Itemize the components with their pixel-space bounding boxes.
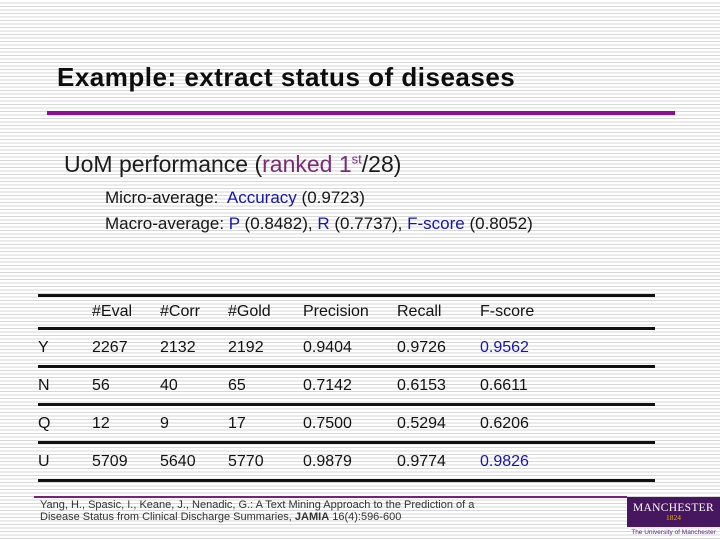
table-row: N 56 40 65 0.7142 0.6153 0.6611 xyxy=(38,366,655,405)
header-eval: #Eval xyxy=(92,303,133,320)
header-gold: #Gold xyxy=(228,303,271,320)
manchester-logo: MANCHESTER 1824 The University of Manche… xyxy=(627,497,720,536)
citation: Yang, H., Spasic, I., Keane, J., Nenadic… xyxy=(40,499,620,523)
cell-corr: 2132 xyxy=(160,338,196,356)
macro-fscore-value: (0.8052) xyxy=(464,214,533,233)
manchester-logo-wordmark: MANCHESTER xyxy=(633,502,714,514)
manchester-logo-caption: The University of Manchester xyxy=(631,529,716,536)
table-row: Y 2267 2132 2192 0.9404 0.9726 0.9562 xyxy=(38,328,655,367)
manchester-logo-box: MANCHESTER 1824 xyxy=(627,497,720,527)
micro-average-metric: Accuracy xyxy=(226,188,297,207)
row-label: U xyxy=(38,452,50,470)
cell-fscore: 0.9826 xyxy=(480,452,529,470)
cell-fscore: 0.6611 xyxy=(480,376,528,394)
table-row: Q 12 9 17 0.7500 0.5294 0.6206 xyxy=(38,404,655,443)
performance-rank-highlight: ranked 1 xyxy=(262,151,352,177)
macro-fscore-metric: F-score xyxy=(407,214,465,233)
header-blank xyxy=(38,296,92,329)
cell-fscore: 0.6206 xyxy=(480,414,529,432)
macro-precision-metric: P xyxy=(228,214,240,233)
micro-average-line: Micro-average: Accuracy (0.9723) xyxy=(105,188,365,208)
micro-average-label: Micro-average: xyxy=(105,188,227,207)
cell-precision: 0.7500 xyxy=(303,414,352,432)
performance-suffix: /28) xyxy=(361,151,402,177)
macro-recall-value: (0.7737), xyxy=(329,214,408,233)
results-table: #Eval #Corr #Gold Precision Recall F-sco… xyxy=(38,294,655,482)
cell-eval: 56 xyxy=(92,376,110,394)
citation-line2-prefix: Disease Status from Clinical Discharge S… xyxy=(40,510,295,523)
citation-journal: JAMIA xyxy=(294,510,330,523)
cell-recall: 0.6153 xyxy=(397,376,446,394)
header-corr: #Corr xyxy=(160,303,201,320)
macro-average-label: Macro-average: xyxy=(105,214,229,233)
footer-rule xyxy=(34,496,627,498)
cell-corr: 5640 xyxy=(160,452,196,470)
cell-corr: 9 xyxy=(160,414,169,432)
macro-recall-metric: R xyxy=(317,214,330,233)
macro-average-line: Macro-average: P (0.8482), R (0.7737), F… xyxy=(105,214,533,234)
table-row: U 5709 5640 5770 0.9879 0.9774 0.9826 xyxy=(38,442,655,481)
macro-precision-value: (0.8482), xyxy=(239,214,318,233)
cell-fscore: 0.9562 xyxy=(480,338,529,356)
cell-gold: 65 xyxy=(228,376,246,394)
cell-gold: 2192 xyxy=(228,338,264,356)
cell-precision: 0.9404 xyxy=(303,338,352,356)
row-label: Y xyxy=(38,338,49,356)
cell-recall: 0.9774 xyxy=(397,452,446,470)
cell-gold: 5770 xyxy=(228,452,264,470)
table-header-row: #Eval #Corr #Gold Precision Recall F-sco… xyxy=(38,296,655,329)
cell-recall: 0.9726 xyxy=(397,338,446,356)
header-precision: Precision xyxy=(303,303,369,320)
cell-gold: 17 xyxy=(228,414,246,432)
page-title: Example: extract status of diseases xyxy=(57,62,516,92)
title-underline-rule xyxy=(47,111,675,115)
citation-line1: Yang, H., Spasic, I., Keane, J., Nenadic… xyxy=(40,499,475,511)
performance-line: UoM performance (ranked 1st/28) xyxy=(64,151,401,178)
row-label: Q xyxy=(38,414,51,432)
cell-precision: 0.9879 xyxy=(303,452,352,470)
performance-rank-ordinal: st xyxy=(351,151,362,167)
cell-corr: 40 xyxy=(160,376,178,394)
citation-line2-suffix: 16(4):596-600 xyxy=(329,510,402,523)
cell-recall: 0.5294 xyxy=(397,414,446,432)
performance-prefix: UoM performance ( xyxy=(64,151,263,177)
cell-eval: 2267 xyxy=(92,338,128,356)
cell-precision: 0.7142 xyxy=(303,376,352,394)
cell-eval: 5709 xyxy=(92,452,128,470)
row-label: N xyxy=(38,376,50,394)
cell-eval: 12 xyxy=(92,414,110,432)
header-recall: Recall xyxy=(397,303,442,320)
header-fscore: F-score xyxy=(480,303,535,320)
manchester-logo-year: 1824 xyxy=(666,513,681,522)
micro-average-value: (0.9723) xyxy=(296,188,365,207)
